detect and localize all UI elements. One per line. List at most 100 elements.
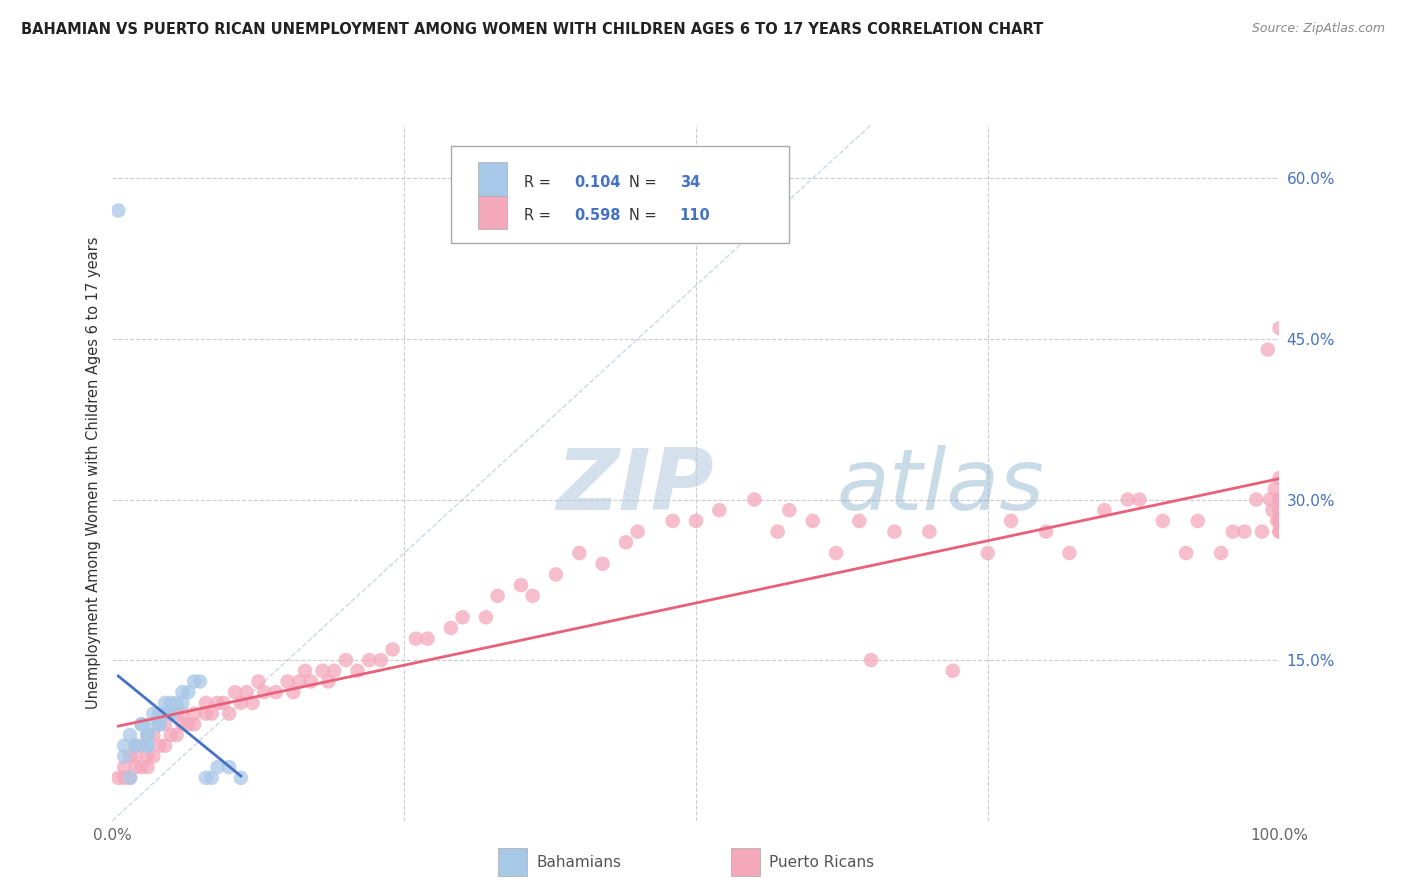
Point (311, 664, 333, 678)
Point (1128, 492, 1150, 507)
Point (172, 696, 194, 710)
Point (125, 749, 148, 764)
Point (801, 514, 824, 528)
Point (131, 717, 153, 731)
Point (148, 717, 170, 731)
Point (153, 717, 176, 731)
Point (1268, 514, 1291, 528)
Point (194, 696, 217, 710)
Point (405, 632, 427, 646)
Point (212, 696, 235, 710)
Point (1268, 492, 1291, 507)
Point (136, 739, 159, 753)
Point (1035, 524, 1057, 539)
Point (148, 717, 170, 731)
Point (1268, 321, 1291, 335)
Point (136, 728, 159, 742)
Text: R =: R = (524, 209, 555, 223)
Text: BAHAMIAN VS PUERTO RICAN UNEMPLOYMENT AMONG WOMEN WITH CHILDREN AGES 6 TO 17 YEA: BAHAMIAN VS PUERTO RICAN UNEMPLOYMENT AM… (21, 22, 1043, 37)
Point (194, 706, 217, 721)
Point (188, 674, 211, 689)
FancyBboxPatch shape (731, 848, 761, 876)
Point (1268, 514, 1291, 528)
Point (142, 749, 165, 764)
Point (976, 546, 998, 560)
Point (288, 674, 311, 689)
Point (229, 771, 252, 785)
Point (107, 203, 129, 218)
Point (112, 739, 135, 753)
Text: N =: N = (630, 209, 662, 223)
Point (160, 706, 183, 721)
Point (183, 706, 205, 721)
Point (323, 664, 346, 678)
Text: 110: 110 (679, 209, 710, 223)
Point (125, 739, 148, 753)
Point (112, 771, 135, 785)
Point (685, 514, 707, 528)
Text: 0.104: 0.104 (575, 175, 621, 190)
Point (264, 685, 287, 699)
Point (1059, 546, 1081, 560)
Text: R =: R = (524, 175, 555, 190)
Point (136, 749, 159, 764)
Point (1251, 524, 1274, 539)
Point (247, 674, 270, 689)
Point (848, 514, 870, 528)
Point (1000, 514, 1022, 528)
Point (918, 524, 941, 539)
Point (766, 524, 789, 539)
Point (1092, 503, 1115, 517)
Point (1265, 514, 1288, 528)
Text: Source: ZipAtlas.com: Source: ZipAtlas.com (1251, 22, 1385, 36)
Point (509, 578, 531, 592)
Point (1152, 514, 1174, 528)
Point (276, 674, 298, 689)
Point (160, 696, 183, 710)
Point (207, 760, 229, 774)
Point (131, 717, 153, 731)
Point (172, 717, 194, 731)
Point (440, 621, 463, 635)
Point (218, 706, 240, 721)
Point (1268, 524, 1291, 539)
Point (522, 589, 544, 603)
Point (142, 706, 165, 721)
Point (142, 728, 165, 742)
Point (335, 653, 357, 667)
Point (142, 717, 165, 731)
Point (253, 685, 276, 699)
Point (207, 696, 229, 710)
Text: 34: 34 (679, 175, 700, 190)
Point (166, 728, 188, 742)
Text: Bahamians: Bahamians (536, 855, 621, 870)
Point (218, 760, 240, 774)
Point (166, 706, 188, 721)
Point (544, 567, 567, 582)
Text: ZIP: ZIP (555, 445, 714, 528)
Text: Puerto Ricans: Puerto Ricans (769, 855, 875, 870)
Point (568, 546, 591, 560)
Point (153, 696, 176, 710)
Point (118, 771, 141, 785)
Y-axis label: Unemployment Among Women with Children Ages 6 to 17 years: Unemployment Among Women with Children A… (86, 236, 101, 709)
Point (1257, 343, 1279, 357)
Point (318, 674, 340, 689)
Point (1268, 503, 1291, 517)
Point (1222, 524, 1244, 539)
Point (359, 653, 381, 667)
Point (475, 610, 498, 624)
Point (194, 771, 217, 785)
Point (1268, 524, 1291, 539)
Point (370, 653, 392, 667)
Text: atlas: atlas (837, 445, 1045, 528)
Point (742, 492, 765, 507)
Point (1268, 471, 1291, 485)
Point (416, 632, 439, 646)
Point (1233, 524, 1256, 539)
Point (177, 685, 200, 699)
Point (942, 664, 965, 678)
Point (346, 664, 368, 678)
Point (224, 685, 246, 699)
Point (859, 653, 883, 667)
